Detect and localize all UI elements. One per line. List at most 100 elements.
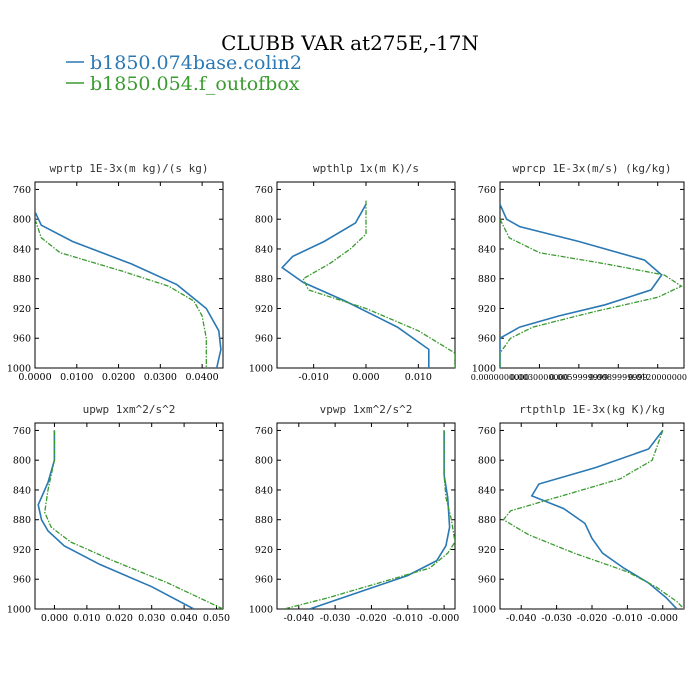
chart-panel-1: wprtp 1E-3x(m kg)/(s kg) 760 800 840 880 920 9… [7, 162, 224, 383]
x-tick-label: 0.0400 [185, 372, 218, 383]
series-line-base [37, 430, 195, 609]
y-tick-label: 920 [13, 545, 31, 556]
x-tick-label: 0.0000 [18, 372, 51, 383]
y-tick-label: 840 [13, 485, 31, 496]
panel-title: wpthlp 1x(m K)/s [313, 162, 419, 175]
plot-frame [34, 422, 224, 610]
x-tick-label: 0.040 [171, 613, 198, 624]
x-tick-label: -0.020 [577, 613, 607, 624]
panels: wprtp 1E-3x(m kg)/(s kg) 760 800 840 880 920 9… [7, 162, 687, 624]
x-tick-label: 0.0120000000 [628, 373, 687, 382]
y-tick-label: 880 [255, 274, 273, 285]
legend: b1850.074base.colin2 b1850.054.f_outofbo… [66, 52, 302, 95]
y-tick-label: 880 [478, 274, 496, 285]
y-tick-label: 880 [13, 515, 31, 526]
y-tick-label: 760 [13, 426, 31, 437]
y-tick-label: 960 [478, 575, 496, 586]
y-tick-label: 800 [478, 456, 496, 467]
chart-panel-5: vpwp 1xm^2/s^2 760 800 840 880 920 960 1000 -0.0… [249, 403, 460, 624]
x-tick-label: 0.0200 [102, 372, 135, 383]
series-line-outofbox [302, 200, 455, 368]
x-tick-label: -0.030 [320, 613, 350, 624]
y-tick-label: 960 [13, 334, 31, 345]
y-tick-label: 880 [478, 515, 496, 526]
x-tick-label: 0.030 [138, 613, 165, 624]
series-line-outofbox [502, 430, 684, 609]
y-tick-label: 920 [255, 545, 273, 556]
y-tick-label: 920 [478, 304, 496, 315]
chart-panel-2: wpthlp 1x(m K)/s 760 800 840 880 920 960 1000 -0… [249, 162, 456, 383]
y-tick-label: 840 [255, 244, 273, 255]
y-tick-label: 840 [478, 485, 496, 496]
y-tick-label: 1000 [472, 364, 496, 375]
figure-title: CLUBB VAR at275E,-17N [221, 31, 479, 55]
x-tick-label: 0.010 [405, 372, 432, 383]
legend-label-1: b1850.074base.colin2 [90, 52, 302, 74]
y-tick-label: 840 [255, 485, 273, 496]
y-tick-label: 800 [13, 456, 31, 467]
plot-frame [34, 181, 224, 369]
x-tick-label: 0.0100 [60, 372, 93, 383]
x-tick-label: -0.010 [393, 613, 423, 624]
chart-panel-6: rtpthlp 1E-3x(kg K)/kg 760 800 840 880 920 960… [472, 403, 685, 624]
x-tick-label: 0.0030000000 [510, 373, 569, 382]
y-tick-label: 1000 [7, 364, 31, 375]
y-tick-label: 960 [255, 334, 273, 345]
panel-title: wprcp 1E-3x(m/s) (kg/kg) [513, 162, 672, 175]
x-tick-label: -0.020 [356, 613, 386, 624]
y-tick-label: 800 [478, 215, 496, 226]
y-tick-label: 840 [478, 244, 496, 255]
panel-title: wprtp 1E-3x(m kg)/(s kg) [50, 162, 209, 175]
legend-label-2: b1850.054.f_outofbox [90, 73, 300, 95]
y-tick-label: 920 [13, 304, 31, 315]
x-tick-label: -0.010 [298, 372, 328, 383]
x-tick-label: -0.040 [284, 613, 314, 624]
x-tick-label: 0.0089999999 [589, 373, 648, 382]
series-line-outofbox [500, 218, 683, 368]
plot-frame [499, 422, 685, 610]
plot-frame [276, 422, 456, 610]
y-tick-label: 800 [255, 215, 273, 226]
y-tick-label: 760 [255, 426, 273, 437]
series-line-outofbox [284, 430, 455, 609]
series-line-outofbox [35, 218, 207, 368]
chart-panel-4: upwp 1xm^2/s^2 760 800 840 880 920 960 1000 0.00… [7, 403, 230, 624]
plot-frame [499, 181, 685, 369]
y-tick-label: 800 [255, 456, 273, 467]
x-tick-label: 0.0300 [144, 372, 177, 383]
y-tick-label: 920 [478, 545, 496, 556]
y-tick-label: 760 [255, 185, 273, 196]
x-tick-label: -0.010 [612, 613, 642, 624]
y-tick-label: 960 [13, 575, 31, 586]
x-tick-label: -0.030 [541, 613, 571, 624]
y-tick-label: 760 [13, 185, 31, 196]
y-tick-label: 1000 [7, 605, 31, 616]
x-tick-label: -0.040 [506, 613, 536, 624]
x-tick-label: -0.000 [648, 613, 678, 624]
y-tick-label: 880 [13, 274, 31, 285]
y-tick-label: 1000 [472, 605, 496, 616]
x-tick-label: -0.000 [429, 613, 459, 624]
series-line-base [35, 189, 222, 368]
panel-title: upwp 1xm^2/s^2 [83, 403, 176, 416]
y-tick-label: 1000 [249, 605, 273, 616]
series-line-base [280, 203, 430, 368]
x-tick-label: 0.0059999999 [550, 373, 609, 382]
x-tick-label: 0.0000000000 [471, 373, 530, 382]
y-tick-label: 960 [255, 575, 273, 586]
series-line-outofbox [44, 430, 223, 609]
panel-title: vpwp 1xm^2/s^2 [320, 403, 413, 416]
y-tick-label: 960 [478, 334, 496, 345]
y-tick-label: 1000 [249, 364, 273, 375]
y-tick-label: 760 [478, 426, 496, 437]
x-tick-label: 0.000 [352, 372, 379, 383]
chart-panel-3: wprcp 1E-3x(m/s) (kg/kg) 760 800 840 880 920 9… [471, 162, 687, 382]
x-tick-label: 0.000 [41, 613, 68, 624]
y-tick-label: 760 [478, 185, 496, 196]
series-line-base [500, 203, 663, 368]
x-tick-label: 0.010 [73, 613, 100, 624]
x-tick-label: 0.020 [106, 613, 133, 624]
y-tick-label: 880 [255, 515, 273, 526]
plot-frame [276, 181, 456, 369]
